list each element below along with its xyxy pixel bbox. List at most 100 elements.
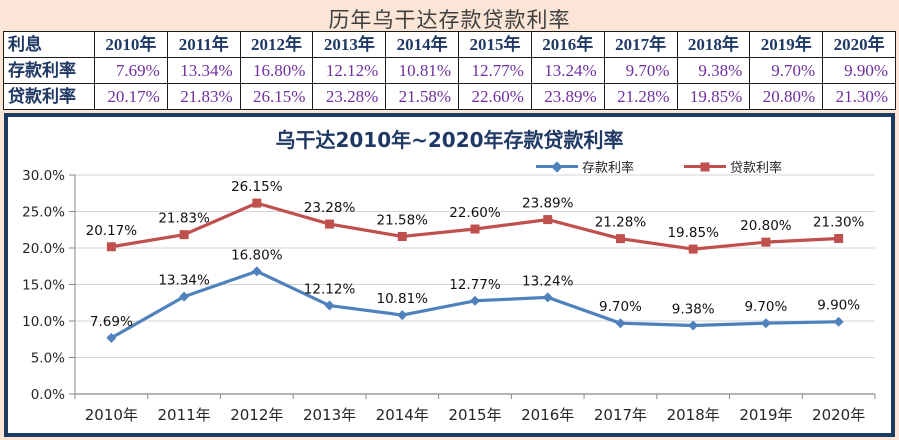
- rate-value-cell: 12.77%: [458, 57, 532, 84]
- rate-value-cell: 20.17%: [94, 83, 168, 110]
- rate-value-cell: 9.70%: [603, 57, 678, 84]
- year-header-cell: 2013年: [312, 31, 387, 58]
- table-row-loan: 贷款利率 20.17% 21.83% 26.15% 23.28% 21.58% 22.60…: [3, 83, 896, 110]
- svg-text:13.24%: 13.24%: [522, 273, 574, 289]
- svg-text:15.0%: 15.0%: [22, 278, 65, 294]
- rate-value-cell: 16.80%: [239, 57, 314, 84]
- svg-text:2010年: 2010年: [85, 406, 138, 424]
- legend-item-loan: 贷款利率: [684, 157, 782, 176]
- rate-value-cell: 21.58%: [385, 83, 460, 110]
- svg-text:5.0%: 5.0%: [31, 351, 65, 367]
- svg-text:22.60%: 22.60%: [449, 205, 501, 221]
- deposit-series: [106, 266, 844, 343]
- rate-value-cell: 21.30%: [822, 83, 896, 110]
- rate-value-cell: 9.90%: [822, 57, 896, 84]
- svg-text:26.15%: 26.15%: [231, 179, 283, 195]
- rate-value-cell: 10.81%: [385, 57, 460, 84]
- year-header-cell: 2012年: [239, 31, 314, 58]
- rate-value-cell: 23.89%: [530, 83, 605, 110]
- svg-text:2016年: 2016年: [521, 406, 574, 424]
- svg-text:7.69%: 7.69%: [90, 314, 133, 330]
- gridlines: [69, 174, 875, 395]
- year-header-cell: 2010年: [94, 31, 168, 58]
- row-label-deposit: 存款利率: [3, 57, 95, 84]
- svg-text:2013年: 2013年: [303, 406, 356, 424]
- data-labels: 20.17% 21.83% 26.15% 23.28% 21.58% 22.60% 23.8…: [86, 179, 865, 241]
- svg-text:23.89%: 23.89%: [522, 196, 574, 212]
- svg-text:9.90%: 9.90%: [817, 298, 860, 314]
- chart-panel: 0.0% 5.0% 10.0% 15.0% 20.0% 25.0% 30.0% 2010年 20…: [4, 113, 895, 437]
- year-header-cell: 2020年: [822, 31, 896, 58]
- year-header-cell: 2011年: [166, 31, 241, 58]
- table-header-row: 利息 2010年 2011年 2012年 2013年 2014年 2015年 2016年 20…: [3, 31, 896, 58]
- svg-text:2014年: 2014年: [376, 406, 429, 424]
- rate-value-cell: 21.28%: [603, 83, 678, 110]
- svg-text:21.83%: 21.83%: [158, 211, 210, 227]
- year-header-cell: 2019年: [749, 31, 824, 58]
- year-header-cell: 2017年: [603, 31, 678, 58]
- rate-value-cell: 9.38%: [676, 57, 751, 84]
- y-axis-labels: 0.0% 5.0% 10.0% 15.0% 20.0% 25.0% 30.0%: [22, 168, 65, 403]
- rate-value-cell: 23.28%: [312, 83, 387, 110]
- line-chart: 0.0%5.0%10.0%15.0%20.0%25.0%30.0%2010年 20…: [22, 168, 876, 424]
- svg-text:20.80%: 20.80%: [740, 218, 792, 234]
- year-header-cell: 2016年: [530, 31, 605, 58]
- svg-text:16.80%: 16.80%: [231, 247, 283, 263]
- rate-value-cell: 7.69%: [94, 57, 168, 84]
- deposit-line-marker-icon: [536, 160, 578, 173]
- loan-line-marker-icon: [684, 162, 727, 171]
- svg-text:2011年: 2011年: [157, 406, 210, 424]
- svg-text:30.0%: 30.0%: [22, 168, 65, 184]
- svg-text:2019年: 2019年: [739, 406, 792, 424]
- legend-label-loan: 贷款利率: [730, 161, 783, 176]
- svg-text:9.70%: 9.70%: [599, 299, 642, 315]
- svg-text:2018年: 2018年: [667, 406, 720, 424]
- loan-series: [106, 198, 844, 254]
- svg-text:2015年: 2015年: [448, 406, 501, 424]
- svg-text:23.28%: 23.28%: [304, 200, 356, 216]
- row-label-loan: 贷款利率: [3, 83, 95, 110]
- svg-text:20.17%: 20.17%: [86, 223, 138, 239]
- rate-value-cell: 26.15%: [239, 83, 314, 110]
- legend-item-deposit: 存款利率: [536, 157, 634, 176]
- svg-text:19.85%: 19.85%: [667, 225, 719, 241]
- svg-text:9.38%: 9.38%: [672, 302, 715, 318]
- svg-text:12.12%: 12.12%: [304, 282, 356, 298]
- x-axis-labels: 2010年 2011年 2012年 2013年 2014年 2015年 2016年 2017年…: [85, 406, 865, 424]
- svg-text:13.34%: 13.34%: [158, 273, 210, 289]
- rate-value-cell: 21.83%: [166, 83, 241, 110]
- svg-text:0.0%: 0.0%: [31, 387, 65, 403]
- rate-value-cell: 9.70%: [749, 57, 824, 84]
- svg-text:12.77%: 12.77%: [449, 277, 501, 293]
- year-header-cell: 2018年: [676, 31, 751, 58]
- svg-text:2017年: 2017年: [594, 406, 647, 424]
- table-corner-cell: 利息: [3, 31, 95, 58]
- svg-text:10.81%: 10.81%: [377, 291, 429, 307]
- svg-text:21.58%: 21.58%: [377, 212, 429, 228]
- rates-table: 利息 2010年 2011年 2012年 2013年 2014年 2015年 2016年 20…: [3, 31, 896, 110]
- rate-value-cell: 13.34%: [166, 57, 241, 84]
- axes: [74, 175, 876, 399]
- rate-value-cell: 22.60%: [458, 83, 532, 110]
- year-header-cell: 2015年: [458, 31, 532, 58]
- rate-value-cell: 20.80%: [749, 83, 824, 110]
- svg-text:2020年: 2020年: [812, 406, 865, 424]
- rate-value-cell: 19.85%: [676, 83, 751, 110]
- svg-text:21.30%: 21.30%: [813, 215, 865, 231]
- rate-value-cell: 12.12%: [312, 57, 387, 84]
- chart-title: 乌干达2010年~2020年存款贷款利率: [275, 128, 624, 152]
- chart-legend: 存款利率 贷款利率: [536, 157, 782, 176]
- year-header-cell: 2014年: [385, 31, 460, 58]
- data-labels: 7.69% 13.34% 16.80% 12.12% 10.81% 12.77% 13.24…: [90, 247, 860, 330]
- legend-label-deposit: 存款利率: [582, 161, 635, 176]
- sheet-title: 历年乌干达存款贷款利率: [328, 8, 571, 32]
- svg-text:21.28%: 21.28%: [595, 215, 647, 231]
- svg-text:10.0%: 10.0%: [22, 314, 65, 330]
- svg-text:25.0%: 25.0%: [22, 205, 65, 221]
- svg-text:9.70%: 9.70%: [744, 299, 787, 315]
- table-row-deposit: 存款利率 7.69% 13.34% 16.80% 12.12% 10.81% 12.77%…: [3, 57, 896, 84]
- svg-text:2012年: 2012年: [230, 406, 283, 424]
- svg-text:20.0%: 20.0%: [22, 241, 65, 257]
- rate-value-cell: 13.24%: [530, 57, 605, 84]
